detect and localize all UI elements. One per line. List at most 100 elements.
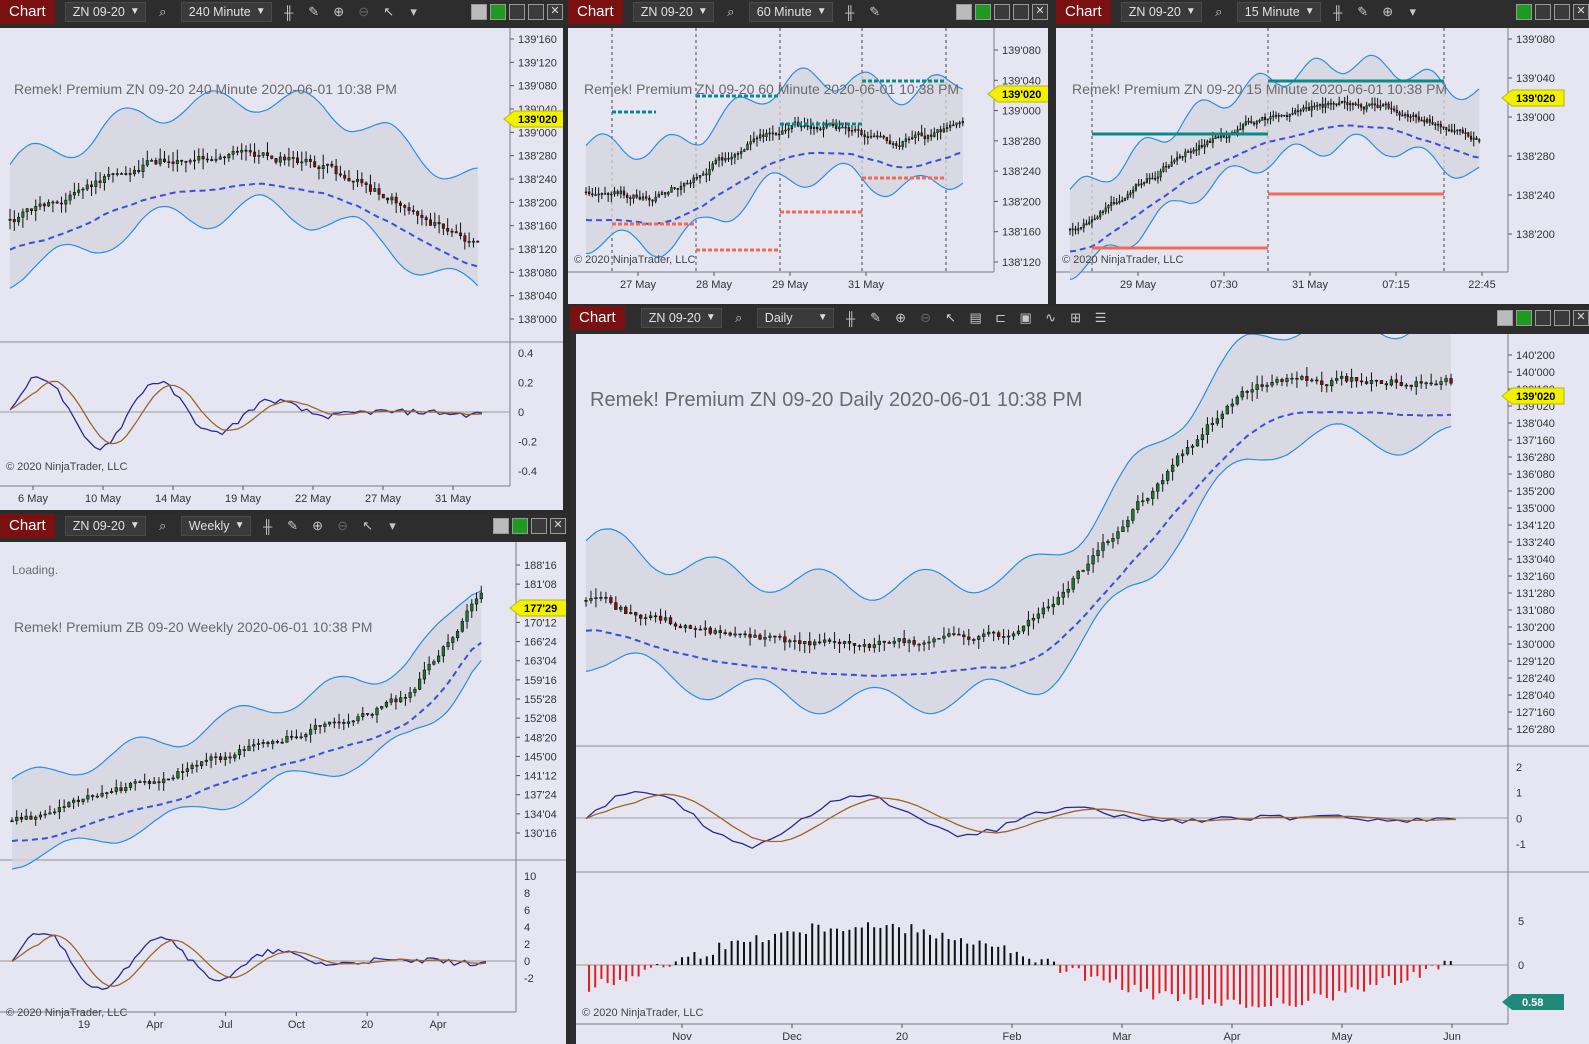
interval-select[interactable]: 15 Minute ▼ [1236, 2, 1321, 22]
window-grey-button[interactable] [471, 4, 487, 20]
maximize-button[interactable] [1554, 4, 1570, 20]
interval-select[interactable]: Daily ▼ [756, 308, 834, 328]
pointer-icon[interactable]: ↖ [945, 310, 957, 325]
candle-up [1115, 202, 1118, 204]
zoom-in-icon[interactable]: ⊕ [333, 4, 345, 19]
window-grey-button[interactable] [956, 4, 972, 20]
candle-down [351, 180, 355, 183]
candle-down [832, 641, 837, 643]
instrument-select[interactable]: ZN 09-20 ▼ [632, 2, 714, 22]
candle-down [614, 602, 618, 610]
properties-icon[interactable]: ⊞ [1070, 310, 1082, 325]
maximize-button[interactable] [528, 4, 544, 20]
chart-plot-area[interactable]: Remek! Premium ZN 09-20 15 Minute 2020-0… [1056, 28, 1589, 304]
search-icon[interactable]: ⌕ [735, 310, 743, 325]
zoom-in-icon[interactable]: ⊕ [895, 310, 907, 325]
chart-canvas[interactable]: Remek! Premium ZN 09-20 15 Minute 2020-0… [1056, 28, 1589, 304]
window-grey-button[interactable] [493, 518, 509, 534]
chart-plot-area[interactable]: Remek! Premium ZN 09-20 Daily 2020-06-01… [576, 334, 1589, 1044]
histogram-bar [1301, 965, 1303, 1006]
close-icon[interactable]: ✕ [550, 518, 566, 534]
instrument-select[interactable]: ZN 09-20 ▼ [640, 308, 722, 328]
minimize-button[interactable] [994, 4, 1010, 20]
search-icon[interactable]: ⌕ [159, 4, 167, 19]
window-green-button[interactable] [1516, 310, 1532, 326]
window-grey-button[interactable] [1497, 310, 1513, 326]
interval-select[interactable]: Weekly ▼ [180, 516, 251, 536]
zoom-in-icon[interactable]: ⊕ [312, 518, 324, 533]
window-green-button[interactable] [975, 4, 991, 20]
maximize-button[interactable] [531, 518, 547, 534]
window-green-button[interactable] [512, 518, 528, 534]
chart-tab[interactable]: Chart [0, 514, 55, 538]
candle-down [952, 633, 956, 635]
chart-canvas[interactable]: Remek! Premium ZN 09-20 60 Minute 2020-0… [568, 28, 1048, 304]
search-icon[interactable]: ⌕ [1215, 4, 1223, 19]
chart-plot-area[interactable]: Remek! Premium ZN 09-20 60 Minute 2020-0… [568, 28, 1048, 304]
bar-type-icon[interactable]: ╫ [1333, 4, 1343, 20]
list-icon[interactable]: ☰ [1094, 310, 1107, 325]
chart-window-60min: Chart ZN 09-20 ▼ ⌕ 60 Minute ▼ ╫ ✎ ✕ Remek… [568, 0, 1048, 304]
pencil-icon[interactable]: ✎ [308, 4, 320, 19]
chart-tab[interactable]: Chart [1056, 0, 1111, 24]
zoom-in-icon[interactable]: ⊕ [1382, 4, 1394, 19]
close-icon[interactable]: ✕ [1573, 310, 1589, 326]
search-icon[interactable]: ⌕ [727, 4, 735, 19]
chart-tab[interactable]: Chart [570, 306, 625, 330]
chart-tab[interactable]: Chart [0, 0, 55, 24]
data-box-icon[interactable]: ▤ [969, 310, 982, 325]
maximize-button[interactable] [1013, 4, 1029, 20]
more-chevron-icon[interactable]: ▾ [389, 518, 396, 533]
chart-tab[interactable]: Chart [568, 0, 623, 24]
close-icon[interactable]: ✕ [547, 4, 563, 20]
maximize-button[interactable] [1554, 310, 1570, 326]
candle-down [898, 145, 901, 147]
interval-select[interactable]: 240 Minute ▼ [180, 2, 272, 22]
bar-type-icon[interactable]: ╫ [262, 518, 273, 534]
strategies-icon[interactable]: ▣ [1019, 310, 1032, 325]
instrument-select[interactable]: ZN 09-20 ▼ [64, 516, 146, 536]
window-green-button[interactable] [490, 4, 506, 20]
window-green-button[interactable] [1516, 4, 1532, 20]
pencil-icon[interactable]: ✎ [1357, 4, 1369, 19]
indicators-icon[interactable]: ∿ [1045, 310, 1057, 325]
pointer-icon[interactable]: ↖ [362, 518, 374, 533]
minimize-button[interactable] [1535, 310, 1551, 326]
chart-canvas[interactable]: Remek! Premium ZB 09-20 Weekly 2020-06-0… [0, 542, 566, 1044]
more-chevron-icon[interactable]: ▾ [1409, 4, 1416, 19]
instrument-select[interactable]: ZN 09-20 ▼ [1120, 2, 1202, 22]
candle-up [1436, 123, 1440, 126]
pencil-icon[interactable]: ✎ [869, 4, 881, 19]
zoom-out-icon[interactable]: ⊖ [358, 4, 370, 19]
chart-plot-area[interactable]: Remek! Premium ZN 09-20 240 Minute 2020-… [0, 28, 563, 510]
histogram-bar [997, 946, 1000, 965]
bar-type-icon[interactable]: ╫ [845, 310, 856, 326]
minimize-button[interactable] [1535, 4, 1551, 20]
close-icon[interactable]: ✕ [1032, 4, 1048, 20]
templates-icon[interactable]: ⊏ [995, 310, 1007, 325]
candle-down [55, 201, 59, 204]
price-tick-label: 136'280 [1516, 452, 1555, 464]
interval-select[interactable]: 60 Minute ▼ [748, 2, 833, 22]
chart-plot-area[interactable]: Remek! Premium ZB 09-20 Weekly 2020-06-0… [0, 542, 566, 1044]
candle-down [201, 156, 205, 160]
candle-down [1209, 140, 1212, 143]
pencil-icon[interactable]: ✎ [287, 518, 299, 533]
search-icon[interactable]: ⌕ [159, 518, 167, 533]
close-icon[interactable]: ✕ [1573, 4, 1589, 20]
candle-up [803, 641, 807, 645]
zoom-out-icon[interactable]: ⊖ [337, 518, 349, 533]
chart-canvas[interactable]: Remek! Premium ZN 09-20 Daily 2020-06-01… [576, 334, 1589, 1044]
pointer-icon[interactable]: ↖ [383, 4, 395, 19]
instrument-select[interactable]: ZN 09-20 ▼ [64, 2, 146, 22]
candle-down [1439, 123, 1442, 128]
more-chevron-icon[interactable]: ▾ [410, 4, 417, 19]
chart-canvas[interactable]: Remek! Premium ZN 09-20 240 Minute 2020-… [0, 28, 563, 510]
candle-down [223, 156, 227, 159]
bar-type-icon[interactable]: ╫ [845, 4, 855, 20]
candle-up [1118, 200, 1121, 203]
minimize-button[interactable] [509, 4, 525, 20]
pencil-icon[interactable]: ✎ [870, 310, 882, 325]
bar-type-icon[interactable]: ╫ [284, 4, 294, 20]
zoom-out-icon[interactable]: ⊖ [920, 310, 932, 325]
